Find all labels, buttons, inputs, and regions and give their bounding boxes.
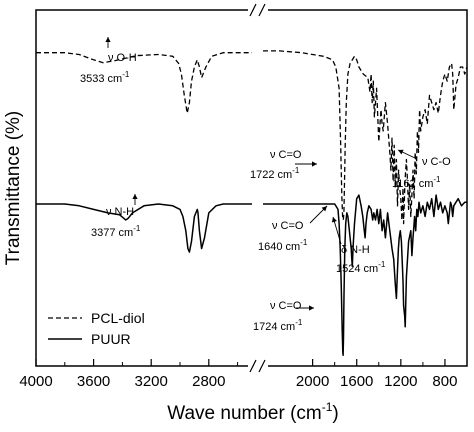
annotation-value-6: 1724 cm-1 bbox=[253, 318, 303, 333]
axis-break bbox=[248, 3, 268, 373]
legend: PCL-diol PUUR bbox=[48, 310, 145, 347]
annotation-value-0: 3533 cm-1 bbox=[80, 70, 130, 85]
x-tick-label-1600: 1600 bbox=[340, 373, 373, 390]
annotation-value-1: 3377 cm-1 bbox=[91, 224, 141, 239]
x-tick-label-4000: 4000 bbox=[19, 373, 52, 390]
annotation-arrowhead-1 bbox=[132, 194, 138, 199]
legend-label-pcl-diol: PCL-diol bbox=[91, 310, 145, 326]
series-line-pcl-diol-right bbox=[263, 50, 468, 225]
x-axis-title: Wave number (cm-1) bbox=[167, 400, 339, 424]
annotation-label-5: δ N-H bbox=[341, 244, 370, 256]
annotation-label-6: ν C=O bbox=[270, 300, 302, 312]
x-tick-label-3600: 3600 bbox=[77, 373, 110, 390]
x-tick-label-3200: 3200 bbox=[135, 373, 168, 390]
series-line-puur-left bbox=[36, 203, 252, 253]
annotation-arrowhead-0 bbox=[105, 37, 111, 42]
annotation-label-1: ν N-H bbox=[106, 206, 134, 218]
x-tick-label-800: 800 bbox=[432, 373, 457, 390]
annotation-label-2: ν C=O bbox=[270, 149, 302, 161]
annotation-arrowhead-6 bbox=[309, 305, 314, 311]
annotation-value-3: 1162 cm-1 bbox=[392, 175, 441, 190]
series-line-puur-right bbox=[263, 194, 467, 357]
annotation-arrowhead-4 bbox=[321, 206, 327, 212]
annotation-value-4: 1640 cm-1 bbox=[258, 238, 308, 253]
x-tick-label-2000: 2000 bbox=[296, 373, 329, 390]
annotation-label-4: ν C=O bbox=[272, 220, 304, 232]
annotation-label-3: ν C-O bbox=[422, 156, 451, 168]
annotation-arrowhead-2 bbox=[312, 161, 317, 167]
x-tick-label-1200: 1200 bbox=[384, 373, 417, 390]
y-axis-title: Transmittance (%) bbox=[3, 111, 24, 266]
annotation-label-0: ν O-H bbox=[108, 52, 137, 64]
series-line-pcl-diol-left bbox=[36, 52, 252, 114]
annotation-arrowhead-5 bbox=[331, 217, 337, 223]
annotation-value-2: 1722 cm-1 bbox=[250, 166, 300, 181]
x-tick-label-2800: 2800 bbox=[192, 373, 225, 390]
annotation-arrowhead-3 bbox=[398, 149, 404, 155]
annotation-value-5: 1524 cm-1 bbox=[336, 260, 386, 275]
legend-label-puur: PUUR bbox=[91, 331, 131, 347]
